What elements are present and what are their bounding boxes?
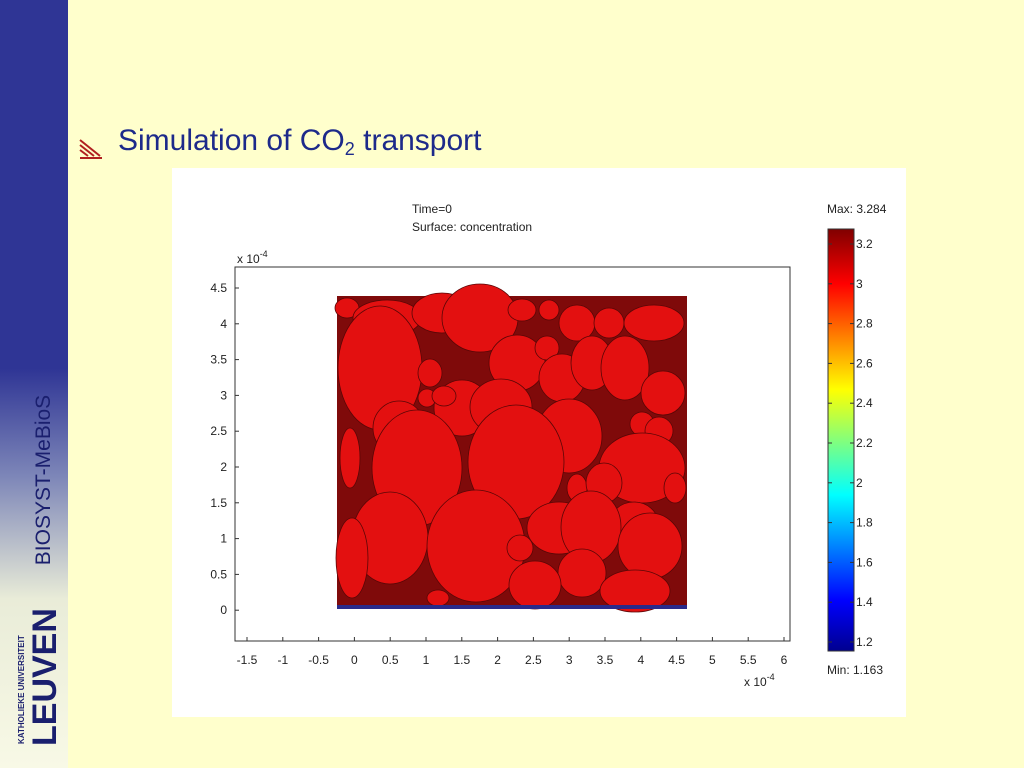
tissue-cell — [599, 569, 671, 613]
x-tick-label: 6 — [781, 653, 788, 667]
x-tick-label: 2.5 — [525, 653, 542, 667]
tissue-cell — [426, 589, 450, 607]
y-tick-label: 0 — [220, 603, 227, 617]
colorbar-tick-label: 2 — [856, 476, 863, 490]
x-tick-label: -1.5 — [237, 653, 258, 667]
tissue-cell — [417, 358, 443, 388]
colorbar-tick-label: 1.8 — [856, 516, 873, 530]
surface-label: Surface: concentration — [412, 220, 532, 234]
bottom-boundary — [337, 605, 687, 609]
tissue-cell — [431, 385, 457, 407]
colorbar-tick-label: 2.2 — [856, 436, 873, 450]
tissue-cell — [640, 370, 686, 416]
y-tick-label: 3.5 — [210, 353, 227, 367]
tissue-cell — [663, 472, 687, 504]
x-tick-label: 1 — [423, 653, 430, 667]
colorbar — [827, 228, 855, 652]
colorbar-min-label: Min: 1.163 — [827, 663, 883, 677]
tissue-cell — [558, 304, 596, 342]
university-logo: KATHOLIEKE UNIVERSITEIT LEUVEN — [17, 608, 58, 746]
tissue-cell — [557, 548, 607, 598]
slide-title: Simulation of CO2 transport — [118, 124, 482, 160]
colorbar-tick-label: 1.2 — [856, 635, 873, 649]
colorbar-ticks: 3.2 3 2.8 2.6 2.4 2.2 2 1.8 1.6 1.4 1.2 — [828, 237, 873, 649]
x-axis-ticks: -1.5 -1 -0.5 0 0.5 1 1.5 2 2.5 3 3.5 4 4.5 5 5.5 6 — [237, 637, 788, 667]
tissue-cell — [339, 427, 361, 489]
x-tick-label: 5 — [709, 653, 716, 667]
logo-big-text: LEUVEN — [26, 608, 58, 746]
title-subscript: 2 — [344, 139, 355, 159]
x-tick-label: 0.5 — [382, 653, 399, 667]
x-tick-label: -0.5 — [308, 653, 329, 667]
tissue-cell — [538, 299, 560, 321]
tissue-cell — [600, 335, 650, 401]
y-tick-label: 0.5 — [210, 567, 227, 581]
colorbar-tick-label: 2.8 — [856, 317, 873, 331]
colorbar-tick-label: 1.6 — [856, 555, 873, 569]
y-tick-label: 1 — [220, 532, 227, 546]
title-prefix: Simulation of CO — [118, 124, 345, 157]
tissue-cell — [593, 307, 625, 339]
y-tick-label: 2 — [220, 460, 227, 474]
logo-small-text: KATHOLIEKE UNIVERSITEIT — [17, 635, 26, 744]
y-exponent-label: x 10-4 — [237, 249, 268, 266]
tissue-cell — [617, 512, 683, 580]
colorbar-tick-label: 1.4 — [856, 595, 873, 609]
geometry-domain — [334, 283, 687, 613]
y-tick-label: 4.5 — [210, 281, 227, 295]
x-tick-label: 4 — [637, 653, 644, 667]
x-exponent-label: x 10-4 — [744, 672, 775, 689]
x-tick-label: 4.5 — [668, 653, 685, 667]
y-tick-label: 3 — [220, 388, 227, 402]
x-tick-label: 1.5 — [453, 653, 470, 667]
simulation-figure: Time=0 Surface: concentration x 10-4 -1.… — [172, 168, 906, 717]
x-tick-label: 3 — [566, 653, 573, 667]
colorbar-tick-label: 3.2 — [856, 237, 873, 251]
colorbar-max-label: Max: 3.284 — [827, 202, 887, 216]
tissue-cell — [506, 534, 534, 562]
tissue-cell — [335, 517, 369, 599]
colorbar-tick-label: 3 — [856, 277, 863, 291]
y-tick-label: 4 — [220, 317, 227, 331]
sidebar: BIOSYST-MeBioS KATHOLIEKE UNIVERSITEIT L… — [0, 0, 68, 768]
bullet-icon — [79, 139, 102, 159]
x-tick-label: 5.5 — [740, 653, 757, 667]
tissue-cell — [623, 304, 685, 342]
y-axis-ticks: 4.5 4 3.5 3 2.5 2 1.5 1 0.5 0 — [210, 281, 239, 617]
x-tick-label: 0 — [351, 653, 358, 667]
y-tick-label: 2.5 — [210, 424, 227, 438]
title-suffix: transport — [354, 124, 482, 157]
x-tick-label: 3.5 — [597, 653, 614, 667]
colorbar-tick-label: 2.4 — [856, 396, 873, 410]
organization-label: BIOSYST-MeBioS — [32, 394, 55, 566]
cell-group — [334, 283, 687, 613]
colorbar-tick-label: 2.6 — [856, 356, 873, 370]
y-tick-label: 1.5 — [210, 496, 227, 510]
time-label: Time=0 — [412, 202, 452, 216]
tissue-cell — [508, 560, 562, 610]
x-tick-label: 2 — [494, 653, 501, 667]
x-tick-label: -1 — [277, 653, 288, 667]
tissue-cell — [507, 298, 537, 322]
